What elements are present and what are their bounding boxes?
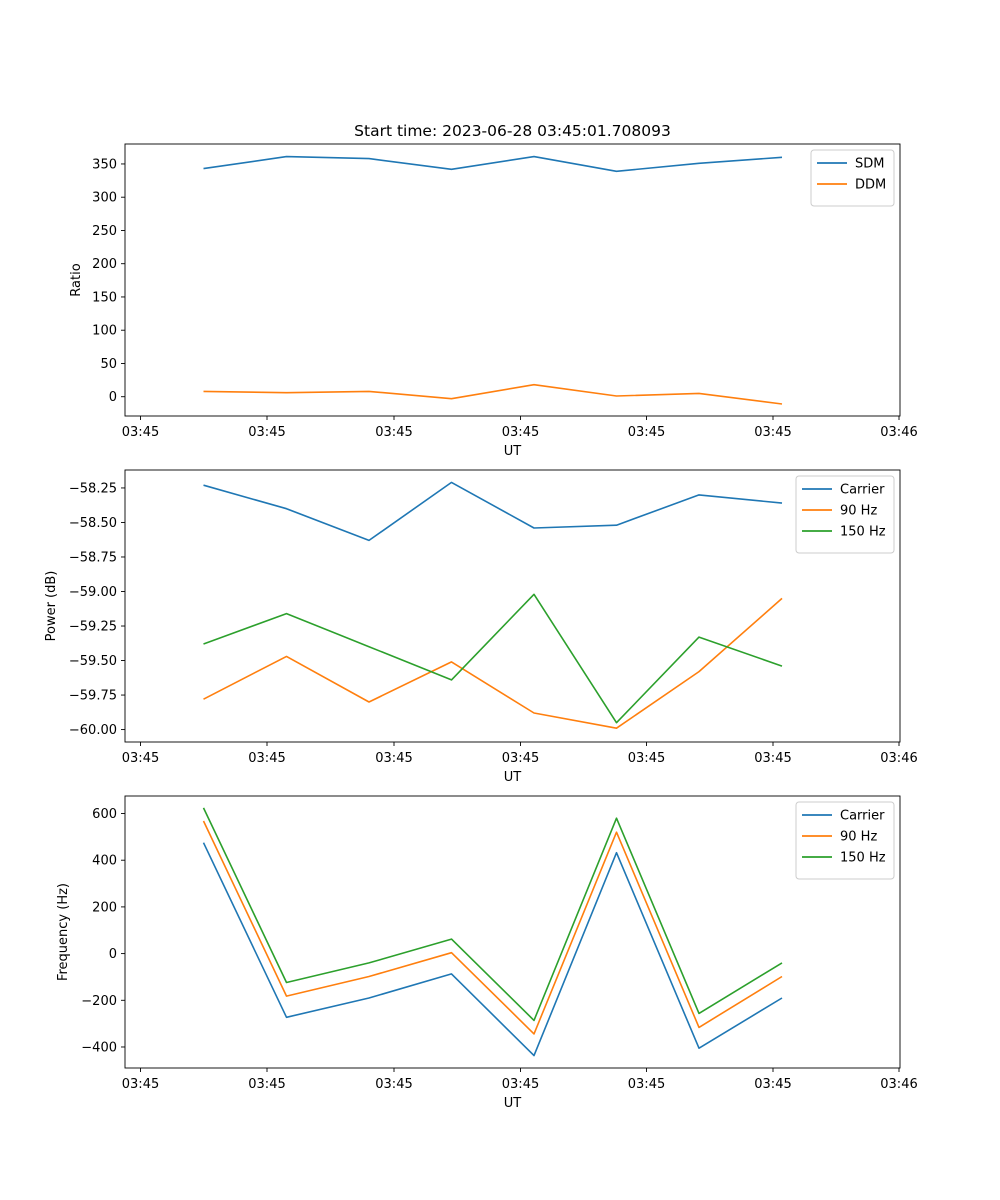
x-tick-label: 03:45 xyxy=(628,1077,665,1092)
legend-entry: Carrier xyxy=(840,483,885,498)
legend-entry: DDM xyxy=(855,178,886,193)
x-axis-label: UT xyxy=(504,1096,522,1111)
y-axis-label: Power (dB) xyxy=(44,571,59,642)
y-tick-label: −58.50 xyxy=(69,516,117,531)
legend: SDM DDM xyxy=(810,149,895,207)
x-tick-label: 03:45 xyxy=(122,751,159,766)
y-tick-label: 0 xyxy=(109,947,117,962)
x-tick-label: 03:46 xyxy=(880,1077,917,1092)
y-tick-label: 350 xyxy=(92,157,117,172)
y-axis-label: Frequency (Hz) xyxy=(56,883,71,981)
x-axis-label: UT xyxy=(504,770,522,785)
legend: Carrier 90 Hz 150 Hz xyxy=(795,801,895,880)
series-line-150-hz xyxy=(202,807,783,1022)
x-tick-label: 03:45 xyxy=(628,425,665,440)
y-tick-label: −60.00 xyxy=(69,723,117,738)
legend-box xyxy=(795,475,895,554)
y-tick-label: 150 xyxy=(92,290,117,305)
y-tick-label: −59.50 xyxy=(69,654,117,669)
x-tick-label: 03:45 xyxy=(502,425,539,440)
y-axis-label: Ratio xyxy=(69,263,84,296)
y-tick-label: −58.75 xyxy=(69,550,117,565)
chart-panel-1: 03:45 03:45 03:45 03:45 03:45 03:45 03:46 0 50 10… xyxy=(69,143,918,459)
series-line-ddm xyxy=(203,383,783,405)
chart-panel-2: 03:45 03:45 03:45 03:45 03:45 03:45 03:46 −60.0… xyxy=(44,469,918,785)
plot-frame xyxy=(124,795,901,1069)
y-tick-label: −200 xyxy=(81,994,117,1009)
series-line-150-hz xyxy=(203,593,783,724)
y-tick-label: 250 xyxy=(92,224,117,239)
figure-title: Start time: 2023-06-28 03:45:01.708093 xyxy=(354,122,671,140)
chart-panel-3: 03:45 03:45 03:45 03:45 03:45 03:45 03:46 −400 −… xyxy=(56,795,918,1111)
x-tick-label: 03:45 xyxy=(375,425,412,440)
y-tick-label: 0 xyxy=(109,390,117,405)
legend-entry: Carrier xyxy=(840,809,885,824)
y-tick-label: −59.00 xyxy=(69,585,117,600)
legend-entry: 150 Hz xyxy=(840,525,886,540)
legend-box xyxy=(810,149,895,207)
legend-entry: SDM xyxy=(855,157,884,172)
y-tick-label: 600 xyxy=(92,807,117,822)
x-tick-label: 03:45 xyxy=(122,425,159,440)
y-tick-label: 100 xyxy=(92,324,117,339)
x-tick-label: 03:45 xyxy=(375,1077,412,1092)
y-tick-label: 200 xyxy=(92,257,117,272)
y-tick-label: −59.25 xyxy=(69,620,117,635)
series-line-90-hz xyxy=(202,820,783,1035)
y-tick-label: 50 xyxy=(100,357,117,372)
x-tick-label: 03:45 xyxy=(502,1077,539,1092)
x-tick-label: 03:45 xyxy=(248,751,285,766)
y-tick-label: −400 xyxy=(81,1040,117,1055)
x-tick-label: 03:45 xyxy=(754,751,791,766)
legend-entry: 90 Hz xyxy=(840,504,877,519)
x-tick-label: 03:45 xyxy=(375,751,412,766)
series-line-carrier xyxy=(203,481,783,542)
y-tick-label: 200 xyxy=(92,900,117,915)
y-tick-label: −59.75 xyxy=(69,689,117,704)
plot-frame xyxy=(124,469,901,743)
x-tick-label: 03:45 xyxy=(248,1077,285,1092)
plot-frame xyxy=(124,143,901,417)
x-tick-label: 03:46 xyxy=(880,751,917,766)
x-tick-label: 03:45 xyxy=(628,751,665,766)
series-line-90-hz xyxy=(203,597,783,730)
x-tick-label: 03:45 xyxy=(754,425,791,440)
x-tick-label: 03:45 xyxy=(248,425,285,440)
y-tick-label: 400 xyxy=(92,854,117,869)
y-tick-label: −58.25 xyxy=(69,481,117,496)
legend-entry: 150 Hz xyxy=(840,851,886,866)
x-axis-label: UT xyxy=(504,444,522,459)
series-line-sdm xyxy=(203,155,783,173)
y-tick-label: 300 xyxy=(92,191,117,206)
x-tick-label: 03:46 xyxy=(880,425,917,440)
x-tick-label: 03:45 xyxy=(122,1077,159,1092)
series-line-carrier xyxy=(202,842,783,1057)
legend: Carrier 90 Hz 150 Hz xyxy=(795,475,895,554)
x-tick-label: 03:45 xyxy=(754,1077,791,1092)
legend-entry: 90 Hz xyxy=(840,830,877,845)
legend-box xyxy=(795,801,895,880)
x-tick-label: 03:45 xyxy=(502,751,539,766)
